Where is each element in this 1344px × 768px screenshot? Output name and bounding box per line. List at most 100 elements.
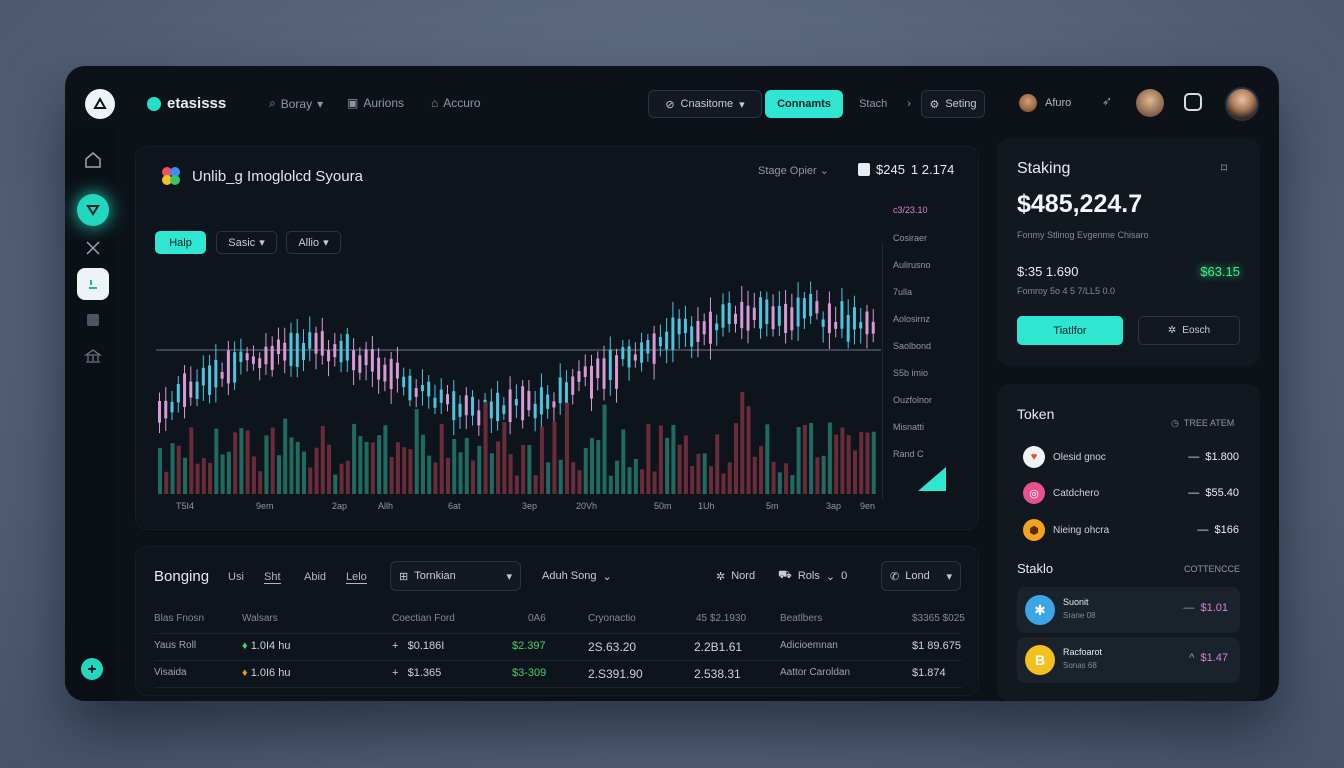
candle-body — [508, 389, 512, 423]
all-dropdown[interactable]: Allio ▾ — [286, 231, 341, 254]
stage-option[interactable]: Stage Opier ⌄ — [758, 165, 829, 177]
candle-body — [233, 352, 237, 383]
volume-bar — [790, 474, 795, 494]
time-label: 20Vh — [576, 501, 598, 511]
candle-body — [395, 362, 399, 379]
candle-body — [370, 349, 374, 372]
sidebar — [65, 126, 117, 701]
tab-abid[interactable]: Abid — [304, 571, 327, 583]
app-logo[interactable] — [85, 89, 115, 119]
candle-body — [840, 301, 844, 329]
send-icon[interactable]: ➶ — [1102, 94, 1113, 108]
staking-card: Staking ⌑ $485,224.7 Fonmy Stlinog Evgen… — [997, 138, 1260, 366]
sort-select[interactable]: Aduh Song ⌄ — [542, 570, 612, 583]
basic-dropdown[interactable]: Sasic ▾ — [216, 231, 277, 254]
axis-divider — [882, 242, 883, 500]
list-item[interactable]: ◎ Catdchero — $55.40 — [1023, 479, 1239, 507]
candlestick-chart[interactable] — [156, 242, 881, 497]
candle-body — [276, 339, 280, 355]
volume-bar — [658, 425, 663, 494]
volume-bar — [377, 435, 382, 494]
nav-item-accuro[interactable]: ⌂ Accuro — [431, 96, 481, 110]
volume-bar — [471, 460, 476, 494]
volume-bar — [339, 463, 344, 494]
axis-label: Ouzfolnor — [893, 395, 933, 405]
exchange-icon[interactable] — [77, 232, 109, 264]
chevron-down-icon: ▾ — [259, 237, 265, 249]
volume-bar — [364, 441, 369, 494]
brand[interactable]: etasisss — [147, 95, 226, 112]
candle-body — [621, 347, 625, 360]
account-avatar[interactable] — [1225, 87, 1259, 121]
bookmark-icon[interactable]: ⌑ — [1221, 161, 1228, 175]
candle-body — [226, 350, 230, 384]
document-icon[interactable] — [77, 268, 109, 300]
token-select[interactable]: ⊞ Tornkian ▾ — [390, 561, 521, 591]
volume-bar — [489, 453, 494, 494]
land-select[interactable]: ✆ Lond ▾ — [881, 561, 961, 591]
nord-filter[interactable]: ✲ Nord — [716, 570, 756, 583]
user-name[interactable]: Afuro — [1045, 97, 1072, 109]
list-item[interactable]: ⬢ Nieing ohcra — $166 — [1023, 516, 1239, 544]
list-item[interactable]: ♥ Olesid gnoc — $1.800 — [1023, 443, 1239, 471]
tab-usi[interactable]: Usi — [228, 571, 244, 583]
volume-bar — [577, 470, 582, 494]
axis-label-current: c3/23.10 — [893, 205, 928, 215]
nav-item-boray[interactable]: ⌕ Boray ▾ — [269, 96, 324, 111]
connect-button[interactable]: Connamts — [765, 90, 843, 118]
candle-body — [834, 321, 838, 329]
window-icon[interactable] — [1184, 93, 1202, 111]
token-filter[interactable]: ◷ TREE ATEM — [1171, 418, 1235, 428]
column-header: Beatlbers — [780, 613, 823, 624]
nav-item-aurions[interactable]: ▣ Aurions — [347, 96, 405, 110]
stach-link[interactable]: Stach › — [859, 98, 911, 110]
candle-body — [665, 331, 669, 350]
candle-body — [383, 364, 387, 382]
candle-body — [558, 377, 562, 404]
chevron-down-icon: ▾ — [946, 570, 952, 583]
rois-filter[interactable]: ⛟ Rols ⌄ 0 — [778, 569, 848, 583]
volume-bar — [615, 460, 620, 494]
tab-sht[interactable]: Sht — [264, 571, 281, 584]
candle-body — [258, 358, 262, 369]
help-button[interactable]: Halp — [155, 231, 206, 254]
candle-body — [521, 386, 525, 421]
search-select[interactable]: ⊘ Cnasitome ▾ — [648, 90, 762, 118]
candle-body — [458, 403, 462, 417]
candle-body — [170, 401, 174, 413]
gear-icon: ⚙ — [929, 98, 940, 111]
staking-title: Staking — [1017, 160, 1071, 177]
stake-row[interactable]: ✱ Suonit Srane 08 — $1.01 — [1017, 587, 1240, 633]
transfer-button[interactable]: Tiatlfor — [1017, 316, 1123, 345]
volume-bar — [640, 469, 645, 494]
chevron-down-icon: ⌄ — [819, 165, 829, 177]
candle-body — [671, 317, 675, 350]
user-avatar-small[interactable] — [1019, 94, 1037, 112]
plus-icon: + — [392, 667, 399, 679]
stake-row[interactable]: B Racfoarot Sonas 68 ^ $1.47 — [1017, 637, 1240, 683]
volume-bar — [496, 441, 501, 494]
volume-bar — [458, 452, 463, 494]
home-icon[interactable] — [77, 144, 109, 176]
setting-button[interactable]: ⚙ Seting — [921, 90, 985, 118]
staking-list-filter[interactable]: COTTENCCE — [1184, 564, 1240, 574]
volume-bar — [164, 471, 169, 494]
candle-body — [658, 336, 662, 347]
chevron-down-icon: ▾ — [506, 570, 512, 583]
candle-body — [708, 311, 712, 344]
profile-avatar[interactable] — [1136, 89, 1164, 117]
staking-subtitle-2: Fomroy 5o 4 5 7/LL5 0.0 — [1017, 286, 1116, 296]
bank-icon[interactable] — [77, 340, 109, 372]
token-card: Token ◷ TREE ATEM ♥ Olesid gnoc — $1.800… — [997, 384, 1260, 701]
candle-body — [414, 388, 418, 397]
volume-bar — [583, 447, 588, 494]
candle-body — [220, 372, 224, 379]
volume-bar — [170, 443, 175, 494]
storage-icon[interactable] — [77, 304, 109, 336]
tab-lelo[interactable]: Lelo — [346, 571, 367, 584]
wallet-icon[interactable] — [77, 194, 109, 226]
add-icon[interactable] — [81, 658, 103, 680]
column-header: Blas Fnosn — [154, 613, 205, 624]
search-button[interactable]: ✲ Eosch — [1138, 316, 1240, 345]
candle-body — [746, 305, 750, 331]
